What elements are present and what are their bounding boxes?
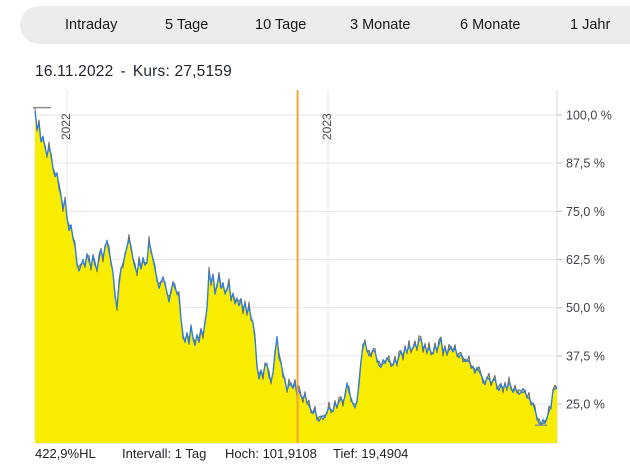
y-axis-label: 100,0 %: [566, 109, 612, 123]
low-label: Tief: 19,4904: [333, 446, 409, 461]
cursor-date: 16.11.2022: [35, 63, 114, 80]
y-axis-label: 75,0 %: [566, 205, 605, 219]
tab-1-jahr[interactable]: 1 Jahr: [570, 17, 611, 33]
y-axis-label: 37,5 %: [566, 349, 605, 363]
readout-separator: -: [120, 63, 126, 80]
tab-intraday[interactable]: Intraday: [65, 17, 118, 33]
y-axis-label: 50,0 %: [566, 301, 605, 315]
tab-5-tage[interactable]: 5 Tage: [165, 17, 209, 33]
tab-3-monate[interactable]: 3 Monate: [350, 17, 411, 33]
y-axis-label: 62,5 %: [566, 253, 605, 267]
period-tab-bar: Intraday 5 Tage 10 Tage 3 Monate 6 Monat…: [20, 6, 630, 44]
year-label: 2023: [320, 113, 334, 140]
cursor-price: Kurs: 27,5159: [132, 63, 232, 80]
cursor-readout: 16.11.2022- Kurs: 27,5159: [35, 63, 232, 81]
y-axis-label: 25,0 %: [566, 398, 605, 412]
high-label: Hoch: 101,9108: [225, 446, 317, 461]
price-line: [34, 111, 558, 426]
range-label: 422,9%HL: [35, 446, 96, 461]
interval-label: Intervall: 1 Tag: [122, 446, 207, 461]
tab-6-monate[interactable]: 6 Monate: [460, 17, 521, 33]
area-fill: [35, 107, 557, 444]
y-axis-label: 87,5 %: [566, 157, 605, 171]
tab-10-tage[interactable]: 10 Tage: [255, 17, 307, 33]
year-label: 2022: [59, 113, 73, 140]
